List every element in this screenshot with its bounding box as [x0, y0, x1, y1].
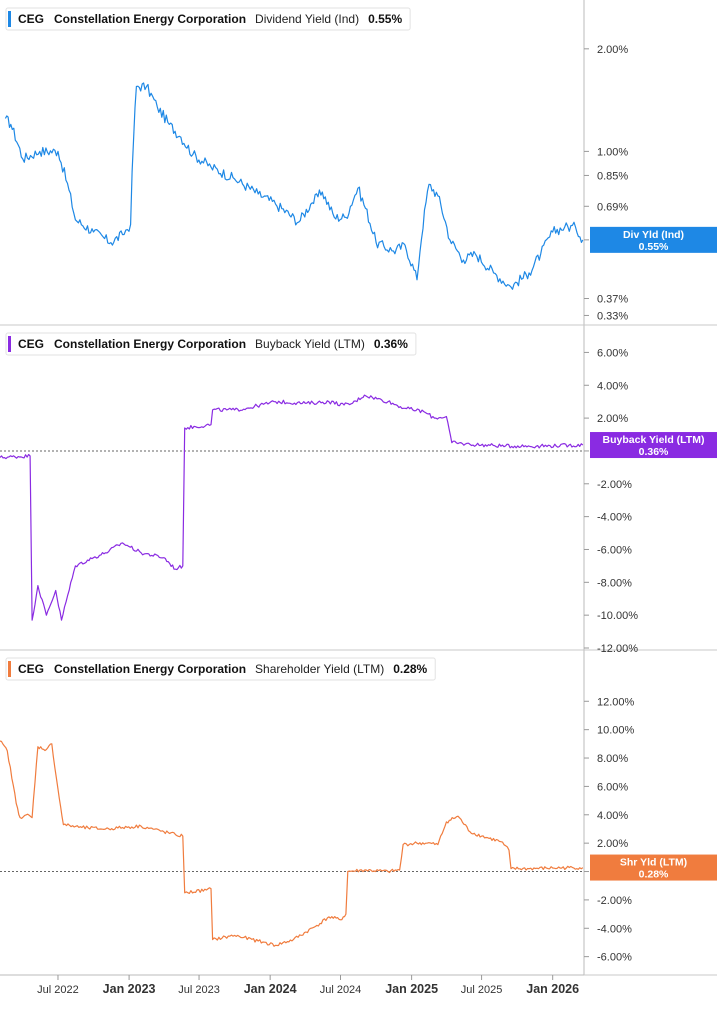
- value-badge-value-3: 0.28%: [639, 869, 669, 881]
- x-tick-label: Jul 2023: [178, 984, 220, 996]
- legend-ticker-3: CEG: [18, 662, 44, 676]
- value-badge-label-2: Buyback Yield (LTM): [603, 434, 705, 446]
- y-tick-label-3: -6.00%: [597, 952, 632, 964]
- y-tick-label-2: -6.00%: [597, 544, 632, 556]
- value-badge-label-1: Div Yld (Ind): [623, 229, 684, 241]
- y-tick-label-1: 0.37%: [597, 294, 628, 306]
- legend-box-1: [5, 7, 411, 31]
- value-badge-2: [590, 432, 717, 459]
- legend-value-3: 0.28%: [393, 662, 427, 676]
- y-tick-label-3: 2.00%: [597, 838, 628, 850]
- y-tick-label-3: 10.00%: [597, 725, 635, 737]
- y-tick-label-3: 6.00%: [597, 781, 628, 793]
- y-tick-label-1: 0.69%: [597, 201, 628, 213]
- x-tick-label: Jul 2025: [461, 984, 503, 996]
- y-tick-label-1: 2.00%: [597, 44, 628, 56]
- y-tick-label-2: 2.00%: [597, 413, 628, 425]
- y-tick-label-2: -4.00%: [597, 512, 632, 524]
- value-badge-1: [590, 226, 717, 253]
- legend-ticker-1: CEG: [18, 12, 44, 26]
- y-tick-label-1: 0.85%: [597, 170, 628, 182]
- legend-metric-2: Buyback Yield (LTM): [255, 337, 365, 351]
- y-tick-label-2: 4.00%: [597, 380, 628, 392]
- x-tick-label: Jan 2025: [385, 982, 438, 996]
- y-tick-label-1: 0.33%: [597, 310, 628, 322]
- x-tick-label: Jul 2022: [37, 984, 79, 996]
- y-tick-label-3: -4.00%: [597, 923, 632, 935]
- legend-color-marker-1: [8, 11, 11, 27]
- y-tick-label-3: -2.00%: [597, 895, 632, 907]
- legend-company-3: Constellation Energy Corporation: [54, 662, 246, 676]
- x-tick-label: Jan 2024: [244, 982, 297, 996]
- legend-company-2: Constellation Energy Corporation: [54, 337, 246, 351]
- series-line-1: [4, 82, 584, 290]
- legend-box-2: [5, 332, 417, 356]
- y-tick-label-2: -2.00%: [597, 479, 632, 491]
- legend-company-1: Constellation Energy Corporation: [54, 12, 246, 26]
- legend-metric-1: Dividend Yield (Ind): [255, 12, 359, 26]
- y-tick-label-2: -10.00%: [597, 610, 638, 622]
- y-tick-label-2: -12.00%: [597, 643, 638, 655]
- legend-color-marker-2: [8, 336, 11, 352]
- y-tick-label-2: 6.00%: [597, 347, 628, 359]
- value-badge-label-3: Shr Yld (LTM): [620, 857, 687, 869]
- x-tick-label: Jan 2023: [103, 982, 156, 996]
- legend-box-3: [5, 657, 436, 681]
- y-tick-label-3: 12.00%: [597, 696, 635, 708]
- legend-value-2: 0.36%: [374, 337, 408, 351]
- y-tick-label-1: 1.00%: [597, 146, 628, 158]
- legend-ticker-2: CEG: [18, 337, 44, 351]
- legend-color-marker-3: [8, 661, 11, 677]
- legend-value-1: 0.55%: [368, 12, 402, 26]
- series-line-3: [0, 740, 584, 947]
- x-tick-label: Jan 2026: [526, 982, 579, 996]
- value-badge-3: [590, 854, 717, 881]
- value-badge-value-2: 0.36%: [639, 446, 669, 458]
- y-tick-label-2: -8.00%: [597, 577, 632, 589]
- legend-metric-3: Shareholder Yield (LTM): [255, 662, 384, 676]
- y-tick-label-3: 4.00%: [597, 810, 628, 822]
- y-tick-label-3: 8.00%: [597, 753, 628, 765]
- x-tick-label: Jul 2024: [320, 984, 362, 996]
- series-line-2: [0, 394, 584, 621]
- value-badge-value-1: 0.55%: [639, 241, 669, 253]
